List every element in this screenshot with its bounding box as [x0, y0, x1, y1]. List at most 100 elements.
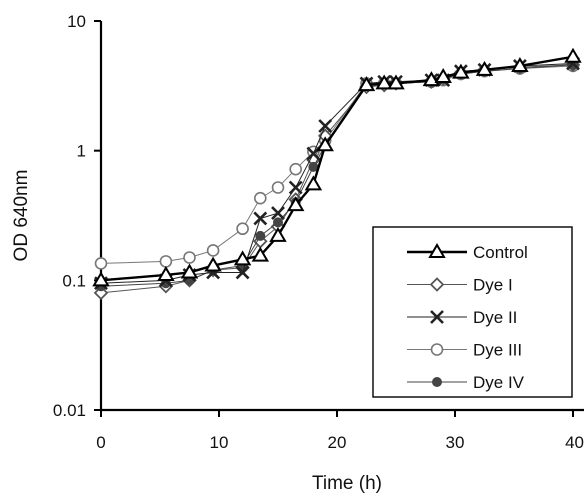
- legend-item: Dye II: [407, 308, 517, 327]
- data-point: [206, 244, 220, 257]
- circle-marker-shape: [183, 251, 196, 264]
- circle-marker-shape: [271, 181, 285, 194]
- x-marker-stroke: [430, 310, 444, 324]
- legend-items: Control Dye I Dye II Dye III Dye IV: [407, 243, 528, 392]
- triangle-marker-shape: [286, 196, 305, 212]
- legend-marker: [428, 243, 446, 258]
- y-tick-label: 0.1: [62, 271, 86, 290]
- data-point: [387, 74, 405, 90]
- x-axis-label: Time (h): [312, 473, 382, 493]
- data-point: [159, 255, 173, 268]
- data-point: [271, 206, 285, 221]
- legend-label: Dye I: [473, 276, 513, 295]
- triangle-marker-shape: [233, 250, 252, 266]
- circle-marker-shape: [206, 244, 220, 257]
- legend-box: [372, 226, 573, 398]
- triangle-marker-shape: [428, 243, 446, 258]
- data-point: [288, 180, 303, 195]
- data-point: [204, 256, 222, 272]
- data-point: [422, 71, 441, 87]
- triangle-marker-shape: [251, 246, 270, 262]
- y-tick-label: 0.01: [53, 401, 86, 420]
- data-point: [452, 63, 470, 79]
- circle-marker-shape: [159, 255, 173, 268]
- data-point: [92, 271, 110, 287]
- circle-marker-shape: [236, 222, 249, 236]
- triangle-marker-shape: [387, 74, 405, 90]
- legend-item: Dye I: [407, 276, 513, 295]
- triangle-marker-shape: [92, 271, 110, 287]
- x-tick-label: 30: [446, 433, 465, 452]
- triangle-marker-shape: [316, 136, 334, 152]
- x-marker-stroke: [253, 211, 268, 226]
- x-marker-stroke: [306, 146, 321, 161]
- y-axis-label: OD 640nm: [11, 170, 32, 262]
- data-point: [253, 191, 267, 205]
- legend-marker: [430, 310, 444, 324]
- data-point: [289, 162, 303, 176]
- dot-marker-shape: [273, 217, 283, 228]
- triangle-marker-shape: [375, 74, 393, 90]
- dot-marker-shape: [255, 230, 266, 241]
- data-point: [271, 181, 285, 194]
- y-tick-label: 10: [67, 12, 86, 31]
- legend-marker: [432, 377, 442, 387]
- triangle-marker-shape: [422, 71, 441, 87]
- series-control: [92, 47, 582, 287]
- series-layer: [92, 47, 582, 301]
- triangle-marker-shape: [434, 68, 452, 83]
- x-tick-label: 20: [328, 433, 347, 452]
- triangle-marker-shape: [511, 56, 529, 72]
- y-tick-label: 1: [77, 142, 86, 161]
- data-point: [255, 230, 266, 241]
- circle-marker-shape: [253, 191, 267, 205]
- x-tick-label: 0: [96, 433, 105, 452]
- triangle-marker-shape: [269, 226, 287, 242]
- legend-item: Dye IV: [407, 373, 525, 392]
- legend-label: Dye IV: [473, 373, 525, 392]
- data-point: [306, 146, 321, 161]
- axes: [99, 21, 584, 412]
- data-point: [273, 217, 283, 228]
- legend-marker: [430, 343, 444, 356]
- legend-label: Dye II: [473, 308, 517, 327]
- triangle-marker-shape: [204, 256, 222, 272]
- data-point: [286, 196, 305, 212]
- triangle-marker-shape: [475, 60, 494, 76]
- data-point: [251, 246, 270, 262]
- data-point: [475, 60, 494, 76]
- legend: Control Dye I Dye II Dye III Dye IV: [372, 226, 573, 398]
- tick-group: 0 10 20 30 40 0.01 0.1 1 10: [53, 12, 584, 452]
- triangle-marker-shape: [357, 76, 376, 92]
- triangle-marker-shape: [564, 47, 582, 63]
- data-point: [236, 222, 249, 236]
- data-point: [511, 56, 529, 72]
- x-marker-stroke: [288, 180, 303, 195]
- legend-marker: [429, 277, 445, 292]
- data-point: [183, 251, 196, 264]
- diamond-marker-shape: [429, 277, 445, 292]
- circle-marker-shape: [430, 343, 444, 356]
- legend-item: Control: [407, 243, 528, 262]
- triangle-marker-shape: [304, 175, 323, 191]
- data-point: [235, 265, 250, 280]
- data-point: [233, 250, 252, 266]
- triangle-marker-shape: [180, 263, 199, 279]
- data-point: [357, 76, 376, 92]
- legend-label: Control: [473, 243, 528, 262]
- x-marker-stroke: [235, 265, 250, 280]
- data-point: [180, 263, 199, 279]
- x-tick-label: 10: [210, 433, 229, 452]
- data-point: [434, 68, 452, 83]
- x-marker-stroke: [318, 119, 333, 133]
- x-tick-label: 40: [565, 433, 584, 452]
- legend-item: Dye III: [407, 341, 522, 360]
- data-point: [157, 265, 175, 281]
- data-point: [94, 257, 108, 270]
- data-point: [269, 226, 287, 242]
- circle-marker-shape: [94, 257, 108, 270]
- data-point: [318, 119, 333, 133]
- data-point: [564, 47, 582, 63]
